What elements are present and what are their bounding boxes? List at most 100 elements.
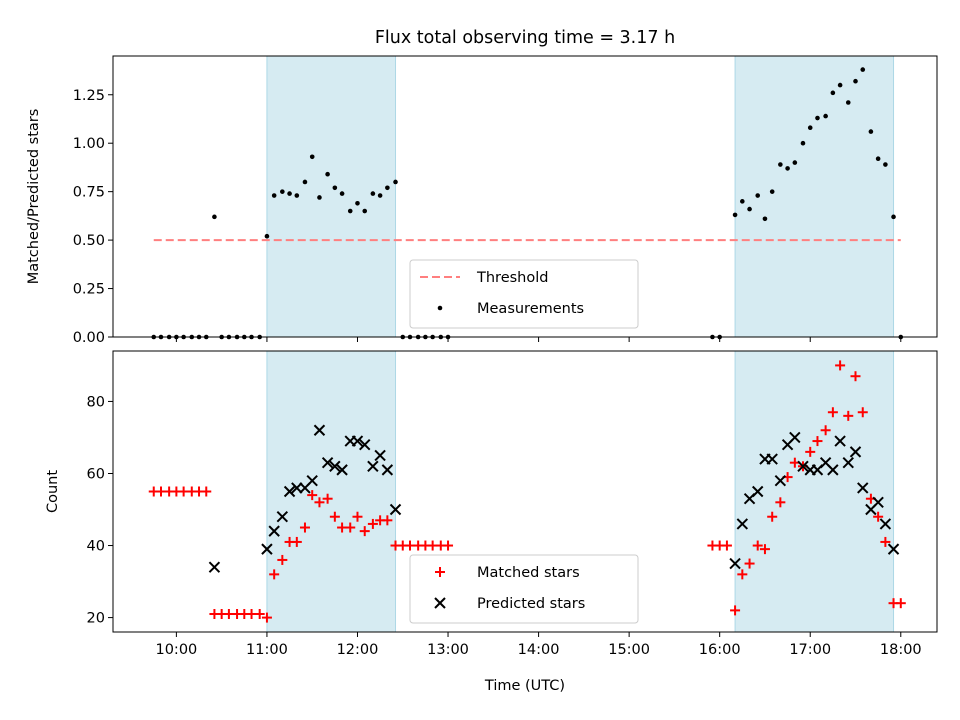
predicted-star-point bbox=[374, 449, 386, 462]
x-tick-label: 12:00 bbox=[337, 642, 379, 658]
x-axis-label: Time (UTC) bbox=[484, 678, 565, 694]
figure-title: Flux total observing time = 3.17 h bbox=[375, 28, 675, 48]
matched-star-point bbox=[359, 526, 370, 537]
measurement-point bbox=[740, 199, 745, 204]
matched-star-point bbox=[322, 493, 333, 504]
predicted-star-point bbox=[306, 474, 318, 487]
measurement-point bbox=[815, 115, 820, 121]
measurement-point bbox=[347, 208, 353, 214]
measurement-point bbox=[280, 189, 285, 194]
measurement-point bbox=[785, 166, 790, 171]
matched-star-point bbox=[880, 536, 891, 547]
ratio-panel-ylabel: Matched/Predicted stars bbox=[26, 109, 42, 285]
x-tick-label: 18:00 bbox=[880, 642, 922, 658]
predicted-star-point bbox=[336, 464, 348, 476]
matched-star-point bbox=[759, 544, 770, 555]
predicted-star-point bbox=[261, 543, 273, 555]
measurement-point bbox=[339, 191, 345, 196]
matched-star-point bbox=[345, 522, 356, 533]
measurement-point bbox=[385, 185, 390, 191]
ratio-panel-observing-spans bbox=[266, 55, 895, 338]
measurement-point bbox=[362, 208, 368, 214]
matched-star-point bbox=[835, 360, 846, 371]
measurement-point bbox=[264, 233, 270, 239]
predicted-star-point bbox=[381, 464, 394, 476]
measurement-point bbox=[294, 193, 300, 198]
predicted-star-point bbox=[752, 485, 764, 498]
matched-star-point bbox=[269, 569, 280, 580]
measurement-point bbox=[355, 200, 360, 206]
measurement-point bbox=[883, 162, 888, 167]
matched-star-point bbox=[261, 612, 272, 623]
matched-star-point bbox=[744, 558, 755, 569]
predicted-star-point bbox=[766, 453, 778, 465]
measurement-point bbox=[755, 193, 761, 198]
y-tick-label: 0.75 bbox=[73, 185, 105, 201]
predicted-star-point bbox=[351, 435, 364, 447]
y-tick-label: 0.50 bbox=[73, 233, 105, 249]
predicted-star-point bbox=[834, 435, 846, 447]
matched-star-point bbox=[352, 511, 363, 522]
x-tick-label: 13:00 bbox=[427, 642, 469, 658]
matched-star-point bbox=[827, 407, 838, 418]
measurement-point bbox=[325, 171, 330, 177]
count-legend-box bbox=[409, 554, 639, 624]
predicted-star-point bbox=[789, 431, 801, 444]
y-tick-label: 0.25 bbox=[73, 282, 105, 298]
count-panel-frame bbox=[112, 350, 938, 633]
matched-star-point bbox=[277, 554, 288, 565]
matched-star-point bbox=[775, 497, 786, 508]
predicted-star-point bbox=[329, 460, 341, 472]
predicted-star-point bbox=[729, 557, 741, 570]
y-tick-label: 20 bbox=[87, 611, 105, 627]
measurement-point bbox=[332, 185, 338, 191]
ratio-panel-axes: 0.00 0.25 0.50 0.75 1.00 1.25 bbox=[73, 88, 902, 346]
predicted-star-point bbox=[276, 511, 289, 523]
y-tick-label: 1.25 bbox=[73, 88, 105, 104]
count-panel-legend: Matched stars Predicted stars bbox=[409, 554, 639, 624]
measurement-point bbox=[732, 212, 738, 218]
matched-star-point bbox=[367, 518, 378, 529]
measurement-point bbox=[891, 214, 896, 220]
count-panel-marks bbox=[148, 360, 906, 623]
y-tick-label: 40 bbox=[87, 539, 105, 555]
count-panel-ylabel: Count bbox=[45, 470, 61, 513]
matched-star-point bbox=[820, 425, 831, 436]
y-tick-label: 80 bbox=[87, 394, 105, 410]
x-tick-label: 16:00 bbox=[699, 642, 741, 658]
x-tick-label: 17:00 bbox=[789, 642, 831, 658]
predicted-star-point bbox=[797, 460, 809, 472]
predicted-star-point bbox=[389, 503, 402, 516]
matched-star-point bbox=[730, 605, 741, 616]
matched-star-point bbox=[382, 515, 393, 526]
legend-measurements-swatch bbox=[437, 305, 443, 311]
count-panel-axes: 20 40 60 80 10:00 11:00 12:00 13:00 14:00 15:00 16… bbox=[87, 394, 922, 658]
y-tick-label: 60 bbox=[87, 466, 105, 482]
predicted-star-point bbox=[321, 456, 334, 469]
observing-span bbox=[266, 350, 397, 633]
predicted-star-point bbox=[774, 474, 787, 487]
matched-star-point bbox=[843, 410, 854, 421]
matched-star-point bbox=[299, 522, 310, 533]
predicted-star-point bbox=[857, 482, 869, 494]
matched-star-point bbox=[895, 598, 906, 609]
ratio-panel: 0.00 0.25 0.50 0.75 1.00 1.25 Matched/Predict… bbox=[26, 55, 938, 346]
x-tick-label: 14:00 bbox=[518, 642, 560, 658]
measurement-point bbox=[287, 191, 292, 196]
matched-star-point bbox=[805, 446, 816, 457]
predicted-star-point bbox=[367, 460, 379, 472]
matched-star-point bbox=[254, 608, 265, 619]
ratio-panel-marks bbox=[151, 67, 904, 340]
measurement-point bbox=[823, 113, 828, 119]
measurement-point bbox=[317, 195, 322, 200]
legend-predicted-swatch bbox=[434, 597, 446, 609]
observing-span bbox=[734, 55, 895, 338]
matched-star-point bbox=[721, 540, 732, 551]
predicted-star-point bbox=[359, 438, 371, 451]
predicted-star-point bbox=[849, 446, 862, 458]
measurement-point bbox=[837, 82, 843, 88]
count-panel: 20 40 60 80 10:00 11:00 12:00 13:00 14:00 15:00 16… bbox=[45, 350, 938, 658]
predicted-star-point bbox=[283, 485, 296, 498]
legend-threshold-label: Threshold bbox=[476, 270, 548, 286]
